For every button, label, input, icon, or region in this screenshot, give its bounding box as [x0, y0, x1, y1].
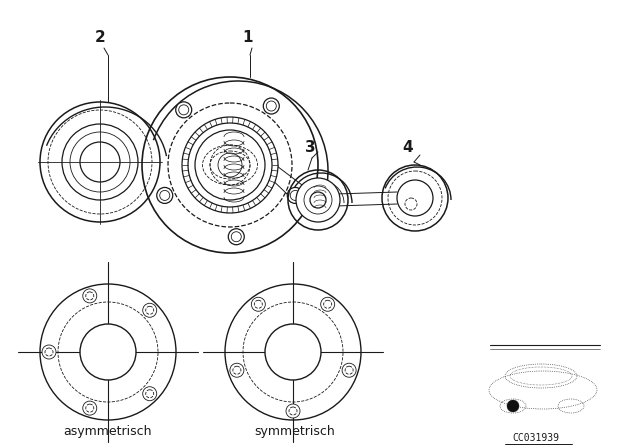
Circle shape	[507, 400, 519, 412]
Text: asymmetrisch: asymmetrisch	[64, 426, 152, 439]
Circle shape	[310, 192, 326, 208]
Circle shape	[40, 284, 176, 420]
Circle shape	[342, 363, 356, 377]
Circle shape	[296, 178, 340, 222]
Text: 3: 3	[305, 141, 316, 155]
Circle shape	[228, 229, 244, 245]
Circle shape	[142, 77, 318, 253]
Circle shape	[176, 102, 192, 118]
Circle shape	[143, 303, 157, 317]
Circle shape	[40, 102, 160, 222]
Circle shape	[80, 324, 136, 380]
Text: 4: 4	[403, 141, 413, 155]
Text: CC031939: CC031939	[513, 433, 559, 443]
Circle shape	[80, 142, 120, 182]
Text: 2: 2	[95, 30, 106, 46]
Circle shape	[182, 117, 278, 213]
Circle shape	[42, 345, 56, 359]
Circle shape	[287, 187, 303, 203]
Circle shape	[230, 363, 244, 377]
Circle shape	[265, 324, 321, 380]
Text: 1: 1	[243, 30, 253, 46]
Circle shape	[321, 297, 335, 311]
Circle shape	[62, 124, 138, 200]
Circle shape	[83, 289, 97, 303]
Circle shape	[382, 165, 448, 231]
Circle shape	[252, 297, 266, 311]
Circle shape	[195, 130, 265, 200]
Circle shape	[225, 284, 361, 420]
Circle shape	[397, 180, 433, 216]
Circle shape	[143, 387, 157, 401]
Circle shape	[263, 98, 279, 114]
Circle shape	[286, 404, 300, 418]
Circle shape	[157, 187, 173, 203]
Circle shape	[288, 170, 348, 230]
Text: symmetrisch: symmetrisch	[255, 426, 335, 439]
Circle shape	[83, 401, 97, 415]
